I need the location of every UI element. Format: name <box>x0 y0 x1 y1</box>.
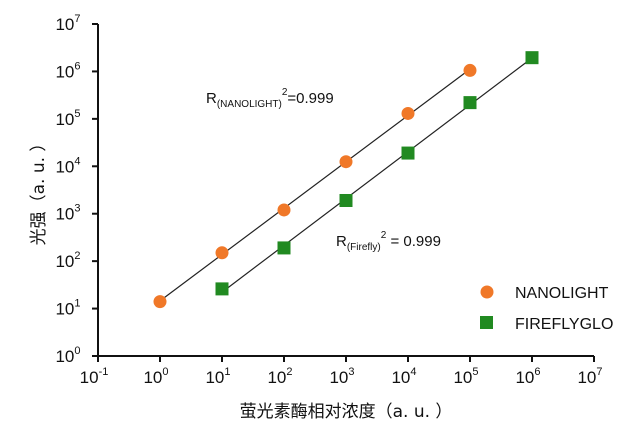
fit-line-nanolight <box>159 68 471 302</box>
y-tick-label: 103 <box>55 203 80 224</box>
annot-sup: 2 <box>381 230 387 241</box>
legend: NANOLIGHT FIREFLYGLO <box>480 285 613 333</box>
x-tick-label: 104 <box>391 366 416 387</box>
annot-value: = 0.999 <box>386 233 441 250</box>
y-tick-label: 100 <box>55 345 80 366</box>
point-nanolight <box>339 155 353 169</box>
point-nanolight <box>401 106 415 120</box>
annot-value: =0.999 <box>287 90 333 107</box>
axes: 10-1 100 101 102 103 104 105 106 107100101102103… <box>55 13 602 387</box>
point-nanolight <box>215 246 229 260</box>
point-nanolight <box>153 295 167 309</box>
x-axis-title: 萤光素酶相对浓度（a. u. ） <box>240 402 453 422</box>
legend-label-fireflyglo: FIREFLYGLO <box>515 316 613 333</box>
point-fireflyglo <box>339 193 353 207</box>
x-tick-label: 103 <box>329 366 354 387</box>
legend-square-marker <box>480 316 493 329</box>
annot-sub: (Firefly) <box>347 242 381 253</box>
x-tick-label: 107 <box>577 366 602 387</box>
y-tick-label: 106 <box>55 60 80 81</box>
y-tick-label: 102 <box>55 250 80 271</box>
point-nanolight <box>463 63 477 77</box>
point-fireflyglo <box>277 241 291 255</box>
x-tick-label: 10-1 <box>80 366 109 387</box>
data-points <box>153 51 539 309</box>
x-tick-label: 102 <box>267 366 292 387</box>
annot-sub: (NANOLIGHT) <box>217 99 282 110</box>
r-squared-firefly-annotation: R(Firefly)2 = 0.999 <box>336 230 441 253</box>
point-fireflyglo <box>401 146 415 160</box>
fit-line-fireflyglo <box>221 57 533 293</box>
x-tick-label: 100 <box>143 366 168 387</box>
annot-sup: 2 <box>282 87 288 98</box>
legend-label-nanolight: NANOLIGHT <box>515 285 609 302</box>
annot-r: R <box>206 90 217 107</box>
y-tick-label: 104 <box>55 155 80 176</box>
y-tick-label: 105 <box>55 108 80 129</box>
legend-circle-marker <box>480 285 494 299</box>
point-fireflyglo <box>525 51 539 65</box>
y-tick-label: 107 <box>55 13 80 34</box>
y-tick-label: 101 <box>55 298 80 319</box>
point-fireflyglo <box>463 96 477 110</box>
point-fireflyglo <box>215 282 229 296</box>
x-tick-label: 101 <box>205 366 230 387</box>
point-nanolight <box>277 203 291 217</box>
r-squared-nanolight-annotation: R(NANOLIGHT)2=0.999 <box>206 87 334 110</box>
annot-r: R <box>336 233 347 250</box>
x-tick-label: 106 <box>515 366 540 387</box>
y-axis-title: 光强（a. u. ） <box>29 135 49 246</box>
fit-lines <box>159 57 533 302</box>
x-tick-label: 105 <box>453 366 478 387</box>
